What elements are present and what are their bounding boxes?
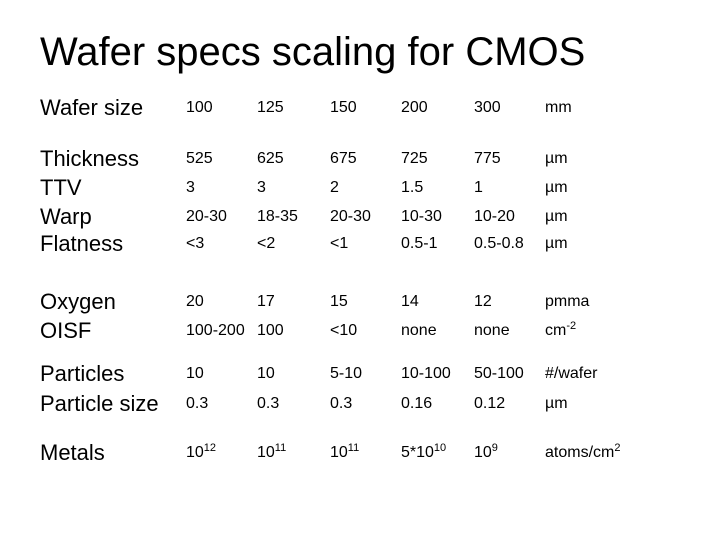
table-row: Flatness <3 <2 <1 0.5-1 0.5-0.8 µm — [0, 229, 720, 259]
table-cell: 0.16 — [401, 395, 433, 412]
table-cell: 10-20 — [474, 208, 515, 225]
table-cell: 100-200 — [186, 322, 245, 339]
unit-cell: µm — [545, 179, 568, 196]
table-cell: 18-35 — [257, 208, 298, 225]
unit-cell: µm — [545, 235, 568, 252]
table-cell: <1 — [330, 235, 349, 252]
table-cell: 0.12 — [474, 395, 506, 412]
table-cell: 14 — [401, 293, 419, 310]
unit-cell: µm — [545, 395, 568, 412]
row-label: Metals — [40, 440, 105, 465]
table-cell: 0.3 — [330, 395, 353, 412]
table-cell: 300 — [474, 99, 501, 116]
table-cell: <2 — [257, 235, 276, 252]
table-cell: none — [474, 322, 510, 339]
table-cell: 625 — [257, 150, 284, 167]
table-cell: 3 — [257, 179, 266, 196]
table-cell: 10-30 — [401, 208, 442, 225]
row-label: Flatness — [40, 231, 124, 256]
table-row: Oxygen 20 17 15 14 12 pmma — [0, 287, 720, 317]
row-label: Particles — [40, 361, 125, 386]
table-cell: 12 — [474, 293, 492, 310]
table-cell: 3 — [186, 179, 195, 196]
table-cell: 1011 — [330, 442, 360, 462]
unit-cell: atoms/cm2 — [545, 442, 621, 462]
table-cell: 109 — [474, 442, 498, 462]
table-cell: <10 — [330, 322, 358, 339]
unit-cell: µm — [545, 150, 568, 167]
table-row: TTV 3 3 2 1.5 1 µm — [0, 173, 720, 203]
table-cell: 100 — [257, 322, 284, 339]
unit-cell: mm — [545, 99, 572, 116]
table-cell: 675 — [330, 150, 357, 167]
table-cell: 1.5 — [401, 179, 424, 196]
table-row: Particle size 0.3 0.3 0.3 0.16 0.12 µm — [0, 389, 720, 419]
table-cell: 2 — [330, 179, 339, 196]
table-cell: 125 — [257, 99, 284, 116]
table-cell: 0.5-0.8 — [474, 235, 524, 252]
table-row: Wafer size 100 125 150 200 300 mm — [0, 93, 720, 123]
row-label: TTV — [40, 175, 82, 200]
table-cell: 1011 — [257, 442, 287, 462]
table-cell: 200 — [401, 99, 428, 116]
table-cell: 5-10 — [330, 365, 363, 382]
table-cell: <3 — [186, 235, 205, 252]
table-cell: 50-100 — [474, 365, 524, 382]
table-cell: 1012 — [186, 442, 217, 462]
table-cell: 0.5-1 — [401, 235, 438, 252]
unit-cell: pmma — [545, 293, 590, 310]
table-cell: 0.3 — [257, 395, 280, 412]
table-cell: 150 — [330, 99, 357, 116]
table-cell: 775 — [474, 150, 501, 167]
table-cell: 17 — [257, 293, 275, 310]
table-cell: 100 — [186, 99, 213, 116]
table-cell: 20-30 — [330, 208, 371, 225]
row-label: Wafer size — [40, 95, 144, 120]
table-cell: 5*1010 — [401, 442, 447, 462]
slide-title: Wafer specs scaling for CMOS — [40, 30, 586, 74]
table-cell: 10 — [257, 365, 275, 382]
table-cell: 525 — [186, 150, 213, 167]
unit-cell: #/wafer — [545, 365, 598, 382]
table-cell: 20 — [186, 293, 204, 310]
table-cell: 10-100 — [401, 365, 451, 382]
unit-cell: µm — [545, 208, 568, 225]
table-row: Metals 1012 1011 1011 5*1010 109 atoms/c… — [0, 438, 720, 468]
table-row: Particles 10 10 5-10 10-100 50-100 #/waf… — [0, 359, 720, 389]
table-cell: 10 — [186, 365, 204, 382]
row-label: Thickness — [40, 146, 140, 171]
table-row: Thickness 525 625 675 725 775 µm — [0, 144, 720, 174]
table-cell: none — [401, 322, 437, 339]
unit-cell: cm-2 — [545, 320, 577, 340]
table-cell: 20-30 — [186, 208, 227, 225]
row-label: Warp — [40, 204, 92, 229]
row-label: OISF — [40, 318, 92, 343]
table-row: Warp 20-30 18-35 20-30 10-30 10-20 µm — [0, 202, 720, 232]
table-cell: 725 — [401, 150, 428, 167]
table-cell: 1 — [474, 179, 483, 196]
row-label: Particle size — [40, 391, 159, 416]
table-cell: 0.3 — [186, 395, 209, 412]
table-cell: 15 — [330, 293, 348, 310]
table-row: OISF 100-200 100 <10 none none cm-2 — [0, 316, 720, 346]
row-label: Oxygen — [40, 289, 116, 314]
